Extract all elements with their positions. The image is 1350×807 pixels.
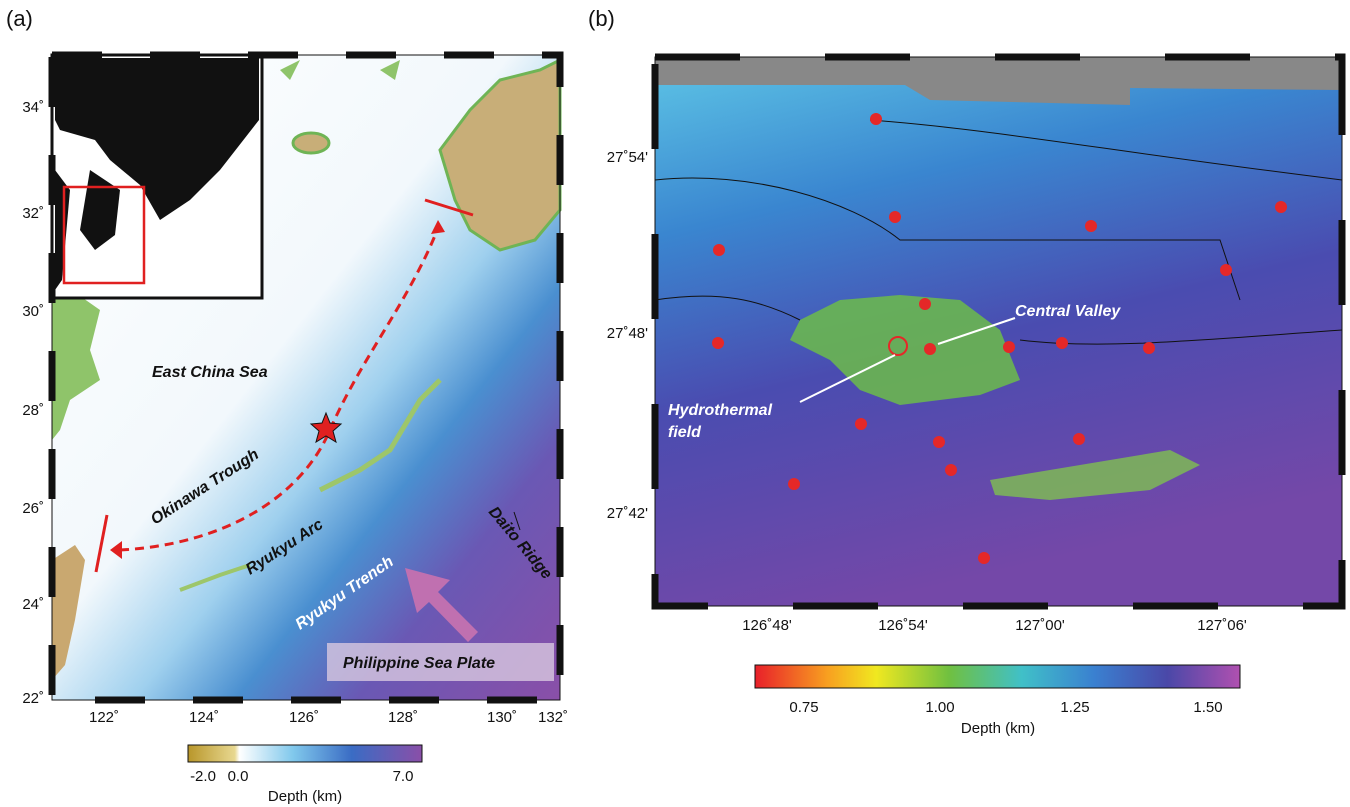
panel-label: (b) [588,6,615,31]
site [945,464,957,476]
x-tick-label: 128˚ [388,709,418,726]
colorbar [755,665,1240,688]
colorbar-label: Depth (km) [268,788,342,805]
y-tick-label: 26˚ [22,500,44,517]
site [713,244,725,256]
site [1056,337,1068,349]
y-tick-label: 24˚ [22,596,44,613]
colorbar-tick-label: 0.75 [789,699,818,716]
site [1085,220,1097,232]
y-tick-label: 34˚ [22,99,44,116]
x-tick-label: 130˚ [487,709,517,726]
site [1073,433,1085,445]
site [924,343,936,355]
y-tick-label: 27˚48' [607,325,648,342]
x-tick-label: 126˚48' [742,617,792,634]
y-tick-label: 27˚42' [607,505,648,522]
site [788,478,800,490]
x-tick-label: 127˚00' [1015,617,1065,634]
site [870,113,882,125]
x-tick-label: 127˚06' [1197,617,1247,634]
panel-label: (a) [6,6,33,31]
site [1220,264,1232,276]
colorbar-tick-label: 7.0 [393,768,414,785]
y-tick-label: 27˚54' [607,149,648,166]
colorbar-tick-label: 0.0 [228,768,249,785]
island [293,133,329,153]
annotation: field [668,424,702,441]
colorbar-tick-label: -2.0 [190,768,216,785]
y-tick-label: 28˚ [22,402,44,419]
site [889,211,901,223]
x-tick-label: 132˚ [538,709,568,726]
site [855,418,867,430]
figure: (a) East China Sea Okinawa Trough Ryukyu… [0,0,1350,807]
x-tick-label: 122˚ [89,709,119,726]
y-tick-label: 22˚ [22,690,44,707]
annotation: East China Sea [152,364,268,381]
annotation: Hydrothermal [668,402,773,419]
y-tick-label: 30˚ [22,303,44,320]
site [1143,342,1155,354]
colorbar-tick-label: 1.00 [925,699,954,716]
site [712,337,724,349]
x-tick-label: 126˚54' [878,617,928,634]
colorbar-label: Depth (km) [961,720,1035,737]
x-tick-label: 126˚ [289,709,319,726]
site [919,298,931,310]
site [1003,341,1015,353]
annotation: Central Valley [1015,303,1121,320]
colorbar-tick-label: 1.25 [1060,699,1089,716]
x-tick-label: 124˚ [189,709,219,726]
annotation: Philippine Sea Plate [343,655,495,672]
colorbar [188,745,422,762]
y-tick-label: 32˚ [22,205,44,222]
site [1275,201,1287,213]
site [933,436,945,448]
colorbar-tick-label: 1.50 [1193,699,1222,716]
site [978,552,990,564]
